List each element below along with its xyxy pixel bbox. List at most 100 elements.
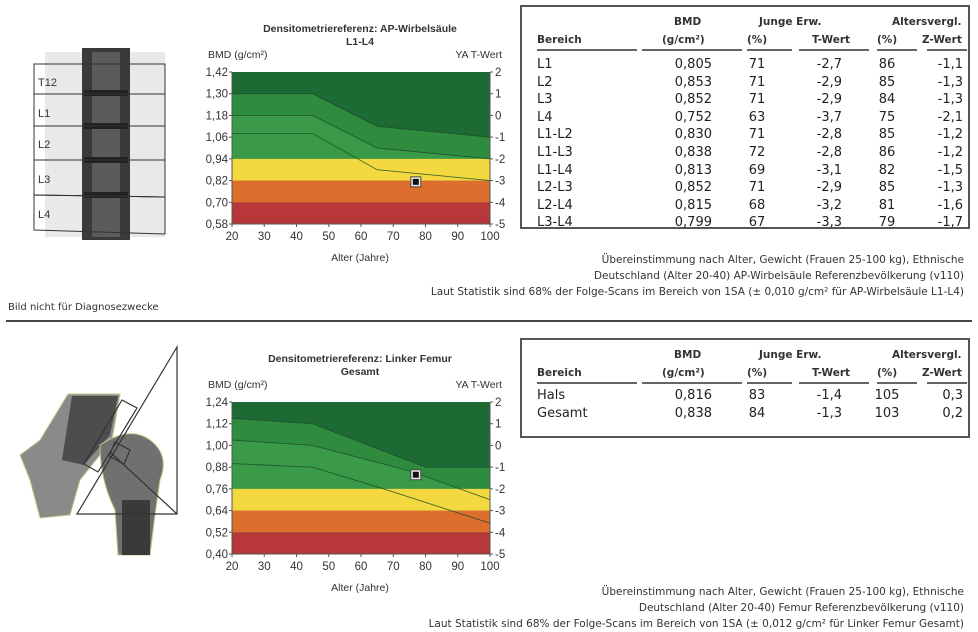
reference-curve (232, 133, 491, 182)
column-header-pct2: (%) (877, 367, 898, 379)
header-underline (537, 49, 637, 51)
am-percent: 81 (878, 197, 896, 213)
x-tick-label: 50 (322, 561, 335, 573)
table-row: Hals 0,816 83 -1,4 105 0,3 (522, 388, 968, 405)
column-header-zwert: Z-Wert (922, 367, 962, 379)
am-percent: 79 (878, 215, 896, 231)
region: Hals (537, 388, 566, 403)
z-score: -1,7 (937, 215, 963, 231)
table-row: Gesamt 0,838 84 -1,3 103 0,2 (522, 406, 968, 423)
risk-band (232, 180, 490, 203)
y-tick-label: 1,00 (206, 440, 228, 452)
patient-marker (412, 471, 419, 478)
y-tick-label: 0,88 (206, 462, 228, 474)
am-percent: 85 (878, 127, 896, 143)
y2-axis-label: YA T-Wert (455, 49, 502, 61)
section-divider (6, 320, 972, 322)
risk-band (232, 158, 490, 181)
bmd-value: 0,830 (674, 127, 712, 143)
x-tick-label: 90 (451, 231, 464, 243)
spine-results-table: BMD Junge Erw. Altersvergl. Bereich (g/cm²) (… (520, 5, 970, 231)
t-score: -2,8 (816, 127, 842, 143)
am-percent: 85 (878, 180, 896, 196)
x-tick-label: 60 (355, 561, 368, 573)
t-score: -3,3 (816, 215, 842, 231)
risk-band (232, 202, 490, 224)
region: L2-L3 (537, 180, 573, 196)
ya-percent: 71 (748, 57, 766, 72)
t-score: -1,3 (816, 405, 842, 421)
x-axis-label: Alter (Jahre) (331, 582, 389, 594)
region: L2-L4 (537, 197, 573, 213)
header-underline (747, 382, 792, 384)
reference-curve (231, 463, 491, 524)
column-header-junge: Junge Erw. (759, 349, 822, 361)
table-row: L1-L3 0,838 72 -2,8 86 -1,2 (522, 145, 968, 162)
y2-axis-label: YA T-Wert (455, 379, 502, 391)
y-tick-label: 0,70 (206, 197, 228, 209)
header-underline (927, 382, 967, 384)
z-score: -2,1 (937, 109, 963, 125)
z-score: -1,3 (937, 92, 963, 108)
y-tick-label: 0,76 (206, 484, 228, 496)
x-tick-label: 30 (258, 231, 271, 243)
y2-tick-label: -2 (495, 154, 505, 166)
y-tick-label: 1,30 (206, 89, 228, 101)
y-tick-label: 1,06 (206, 132, 228, 144)
header-underline (877, 49, 917, 51)
footnote: Übereinstimmung nach Alter, Gewicht (Fra… (601, 586, 964, 598)
table-row: L1 0,805 71 -2,7 86 -1,1 (522, 57, 968, 74)
bmd-value: 0,852 (674, 92, 712, 108)
column-header-bmd-unit: (g/cm²) (662, 367, 705, 379)
z-score: 0,3 (942, 388, 963, 403)
table-row: L2-L4 0,815 68 -3,2 81 -1,6 (522, 198, 968, 215)
bmd-value: 0,813 (674, 162, 712, 178)
y-tick-label: 1,12 (206, 419, 228, 431)
am-percent: 75 (878, 109, 896, 125)
y2-tick-label: 0 (495, 110, 501, 122)
am-percent: 86 (878, 57, 896, 72)
z-score: -1,1 (937, 57, 963, 72)
bmd-value: 0,838 (674, 145, 712, 160)
ya-percent: 71 (748, 127, 766, 143)
x-tick-label: 70 (387, 231, 400, 243)
x-tick-label: 40 (290, 561, 303, 573)
bmd-value: 0,852 (674, 180, 712, 196)
y2-tick-label: -1 (495, 462, 505, 474)
risk-band (232, 488, 490, 511)
column-header-twert: T-Wert (812, 367, 851, 379)
t-score: -2,9 (816, 180, 842, 196)
vertebra-label: L3 (38, 174, 50, 186)
femur-reference-chart: 1,24 2 1,12 1 1,00 0 0,88 -1 0,76 -2 0,64 -3 0,52 -4 0… (206, 353, 506, 594)
footnote: Deutschland (Alter 20-40) Femur Referenz… (638, 602, 964, 614)
region: L1-L2 (537, 127, 573, 143)
x-axis-label: Alter (Jahre) (331, 252, 389, 264)
am-percent: 105 (874, 388, 900, 403)
femur-results-table: BMD Junge Erw. Altersvergl. Bereich (g/cm²) (… (520, 338, 970, 438)
am-percent: 86 (878, 145, 896, 160)
y2-tick-label: -4 (495, 527, 506, 539)
y2-tick-label: -3 (495, 176, 505, 188)
ya-percent: 69 (748, 162, 766, 178)
table-row: L2-L3 0,852 71 -2,9 85 -1,3 (522, 180, 968, 197)
chart-title: Densitometriereferenz: Linker Femur (268, 353, 452, 365)
y2-tick-label: 2 (495, 67, 501, 79)
footnote: Übereinstimmung nach Alter, Gewicht (Fra… (601, 254, 964, 266)
x-tick-label: 60 (355, 231, 368, 243)
footnote: Laut Statistik sind 68% der Folge-Scans … (430, 286, 964, 298)
x-tick-label: 20 (226, 231, 239, 243)
z-score: -1,2 (937, 145, 963, 160)
x-tick-label: 70 (387, 561, 400, 573)
t-score: -2,9 (816, 74, 842, 90)
t-score: -3,7 (816, 109, 842, 125)
spine-reference-chart: 1,42 2 1,30 1 1,18 0 1,06 -1 0,94 -2 0,82 -3 0,70 -4 0… (206, 23, 506, 264)
y2-tick-label: 1 (495, 419, 501, 431)
table-row: L3 0,852 71 -2,9 84 -1,3 (522, 92, 968, 109)
vertebra-label: T12 (38, 77, 57, 89)
y-tick-label: 0,40 (206, 549, 228, 561)
ya-percent: 67 (748, 215, 766, 231)
t-score: -2,8 (816, 145, 842, 160)
header-underline (799, 49, 869, 51)
header-underline (537, 382, 637, 384)
